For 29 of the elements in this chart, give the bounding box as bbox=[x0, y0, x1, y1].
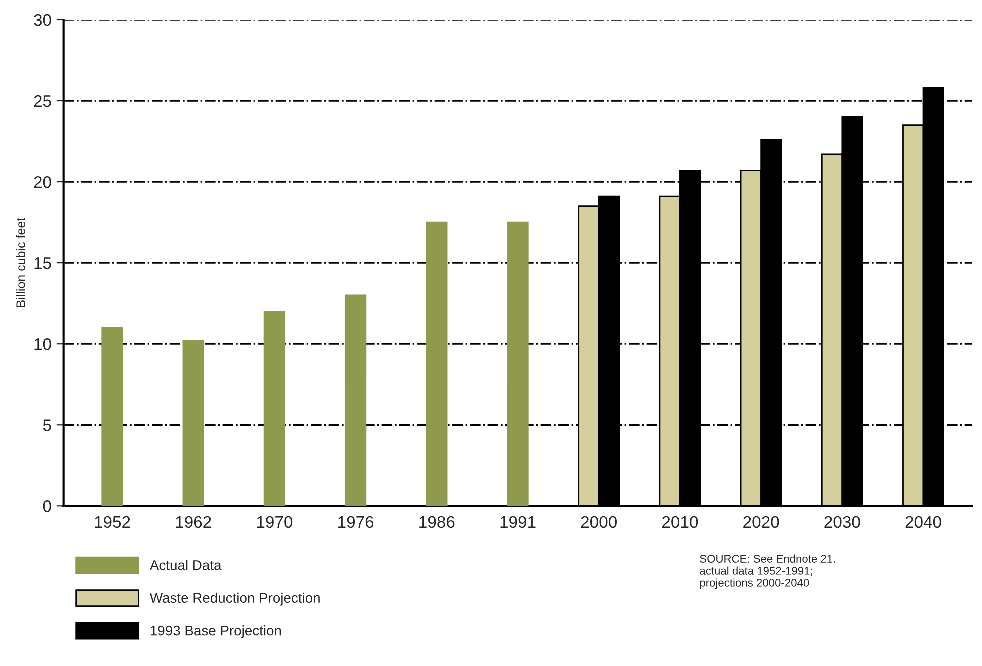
y-tick-label: 10 bbox=[34, 338, 52, 350]
y-axis-title: Billion cubic feet bbox=[16, 218, 26, 308]
y-tick-label: 0 bbox=[43, 500, 52, 512]
legend-label: 1993 Base Projection bbox=[151, 626, 282, 638]
x-tick-label: 2030 bbox=[824, 516, 860, 528]
y-tick-label: 15 bbox=[34, 258, 52, 270]
source-note: SOURCE: See Endnote 21. actual data 1952-1991; projections 2000-2040 bbox=[700, 554, 836, 590]
legend-label: Waste Reduction Projection bbox=[150, 592, 320, 606]
x-tick-label: 1962 bbox=[176, 516, 212, 528]
y-tick-label: 5 bbox=[43, 420, 52, 432]
bar bbox=[344, 294, 367, 506]
y-tick-label: 20 bbox=[34, 176, 52, 188]
x-tick-label: 2000 bbox=[581, 516, 617, 528]
x-tick-label: 1970 bbox=[257, 516, 293, 528]
x-tick-label: 1986 bbox=[420, 516, 455, 528]
x-tick-label: 2010 bbox=[662, 516, 698, 528]
x-tick-label: 1952 bbox=[95, 516, 130, 528]
bar bbox=[507, 222, 529, 506]
bar bbox=[182, 340, 204, 506]
bar bbox=[264, 310, 286, 506]
bar bbox=[426, 222, 448, 506]
y-tick-label: 25 bbox=[34, 95, 52, 108]
x-tick-label: 1991 bbox=[500, 516, 536, 528]
x-tick-label: 1976 bbox=[338, 516, 374, 528]
bar bbox=[102, 327, 124, 506]
x-tick-label: 2040 bbox=[906, 516, 942, 528]
x-tick-label: 2020 bbox=[744, 516, 780, 528]
legend-label: Actual Data bbox=[150, 560, 222, 570]
y-tick-label: 30 bbox=[34, 14, 52, 26]
